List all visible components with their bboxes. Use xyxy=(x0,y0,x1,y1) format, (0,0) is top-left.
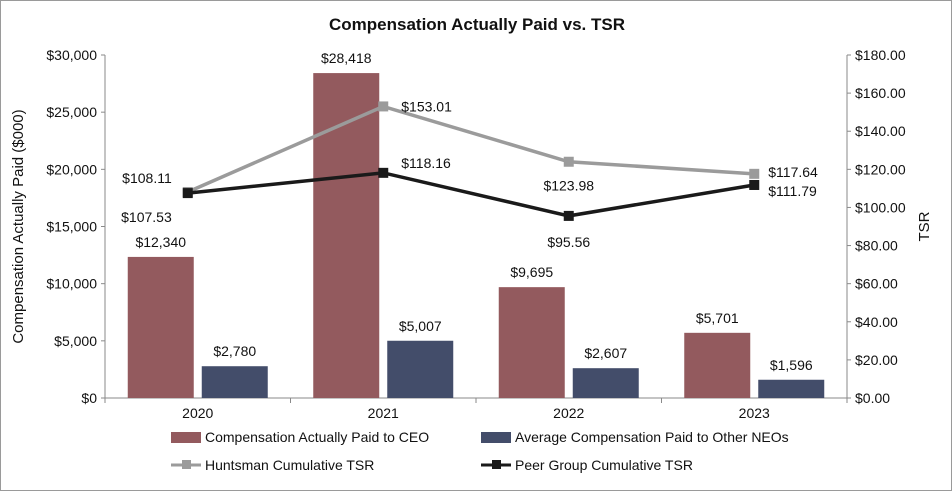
peer-tsr-label: $95.56 xyxy=(547,234,590,250)
legend-huntsman-swatch-marker xyxy=(182,460,191,469)
ceo-bar xyxy=(313,73,380,399)
left-tick-label: $5,000 xyxy=(54,333,97,349)
ceo-bar-label: $5,701 xyxy=(696,310,739,326)
left-axis-title: Compensation Actually Paid ($000) xyxy=(10,109,27,343)
ceo-bar xyxy=(127,256,194,398)
legend-peer-swatch-marker xyxy=(492,460,501,469)
legend-huntsman-label: Huntsman Cumulative TSR xyxy=(205,457,374,473)
peer-tsr-marker xyxy=(749,179,760,190)
right-tick-label: $140.00 xyxy=(855,123,906,139)
neo-bar-label: $2,780 xyxy=(213,343,256,359)
neo-bar xyxy=(201,366,268,398)
right-tick-label: $120.00 xyxy=(855,161,906,177)
legend-neo-label: Average Compensation Paid to Other NEOs xyxy=(515,429,789,445)
huntsman-tsr-label: $123.98 xyxy=(543,178,594,194)
lines-layer xyxy=(182,101,760,221)
ceo-bar xyxy=(684,332,751,398)
neo-bar xyxy=(758,379,825,398)
left-tick-label: $20,000 xyxy=(46,161,97,177)
left-tick-label: $30,000 xyxy=(46,47,97,63)
left-tick-label: $25,000 xyxy=(46,104,97,120)
chart-title: Compensation Actually Paid vs. TSR xyxy=(329,15,625,34)
peer-tsr-marker xyxy=(563,210,574,221)
peer-tsr-marker xyxy=(182,188,193,199)
legend-ceo-label: Compensation Actually Paid to CEO xyxy=(205,429,429,445)
right-tick-label: $20.00 xyxy=(855,352,898,368)
ceo-bar-label: $12,340 xyxy=(135,234,186,250)
ceo-bar-label: $28,418 xyxy=(321,50,372,66)
huntsman-tsr-label: $108.11 xyxy=(122,170,172,186)
legend-peer-label: Peer Group Cumulative TSR xyxy=(515,457,693,473)
right-tick-label: $100.00 xyxy=(855,199,906,215)
legend-neo-swatch xyxy=(481,432,511,443)
left-tick-label: $0 xyxy=(81,390,97,406)
peer-tsr-line xyxy=(187,171,755,218)
peer-tsr-marker xyxy=(378,167,389,178)
huntsman-tsr-label: $153.01 xyxy=(401,98,452,114)
left-tick-label: $15,000 xyxy=(46,219,97,235)
labels-layer: $12,340 $28,418 $9,695 $5,701 $2,780 $5,007 $2… xyxy=(121,50,818,373)
huntsman-tsr-marker xyxy=(749,168,760,179)
left-tick-label: $10,000 xyxy=(46,276,97,292)
right-tick-label: $0.00 xyxy=(855,390,890,406)
x-tick-label: 2020 xyxy=(182,405,213,421)
neo-bar-label: $5,007 xyxy=(399,318,442,334)
huntsman-tsr-marker xyxy=(378,101,389,112)
neo-bar-label: $1,596 xyxy=(770,357,813,373)
right-axis-title: TSR xyxy=(916,211,933,241)
neo-bar xyxy=(572,368,639,398)
neo-bar-label: $2,607 xyxy=(584,345,627,361)
huntsman-tsr-line xyxy=(187,104,755,194)
bars-layer xyxy=(127,73,825,399)
x-tick-label: 2023 xyxy=(739,405,770,421)
x-tick-label: 2022 xyxy=(553,405,584,421)
right-tick-label: $40.00 xyxy=(855,314,898,330)
right-tick-label: $160.00 xyxy=(855,85,906,101)
huntsman-tsr-label: $117.64 xyxy=(768,164,818,180)
legend-ceo-swatch xyxy=(171,432,201,443)
axes-layer: $0 $5,000 $10,000 $15,000 $20,000 $25,000 $30,… xyxy=(10,47,933,421)
peer-tsr-label: $111.79 xyxy=(768,183,817,199)
ceo-bar xyxy=(498,287,565,398)
neo-bar xyxy=(387,340,454,398)
peer-tsr-label: $107.53 xyxy=(121,209,172,225)
peer-tsr-label: $118.16 xyxy=(401,155,451,171)
right-tick-label: $60.00 xyxy=(855,276,898,292)
right-tick-label: $80.00 xyxy=(855,238,898,254)
legend: Compensation Actually Paid to CEO Average… xyxy=(171,429,789,473)
ceo-bar-label: $9,695 xyxy=(510,264,553,280)
x-tick-label: 2021 xyxy=(368,405,399,421)
huntsman-tsr-marker xyxy=(563,156,574,167)
right-tick-label: $180.00 xyxy=(855,47,906,63)
